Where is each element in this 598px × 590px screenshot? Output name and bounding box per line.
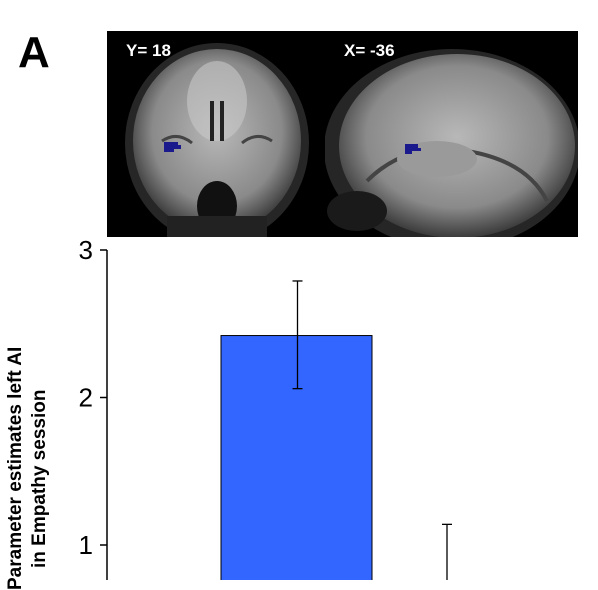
- coronal-slice-label: Y= 18: [126, 41, 171, 60]
- roi-marker-sagittal: [405, 144, 421, 154]
- y-tick-label: 1: [79, 530, 93, 560]
- bars: [220, 335, 373, 580]
- y-tick-label: 2: [79, 383, 93, 413]
- y-axis: 1 2 3: [79, 235, 108, 580]
- error-bars: [292, 280, 452, 580]
- y-axis-title-line-1: Parameter estimates left AI: [5, 346, 26, 590]
- y-tick-label: 3: [79, 235, 93, 265]
- coronal-slice: [125, 43, 309, 237]
- roi-marker-coronal: [164, 142, 181, 152]
- brain-slices-graphic: [125, 31, 578, 237]
- y-axis-title-line-2: in Empathy session: [29, 389, 50, 568]
- sagittal-slice-label: X= -36: [344, 41, 395, 60]
- brain-slices: Y= 18 X= -36: [107, 31, 578, 237]
- bar: [220, 335, 373, 580]
- panel-label: A: [18, 28, 50, 77]
